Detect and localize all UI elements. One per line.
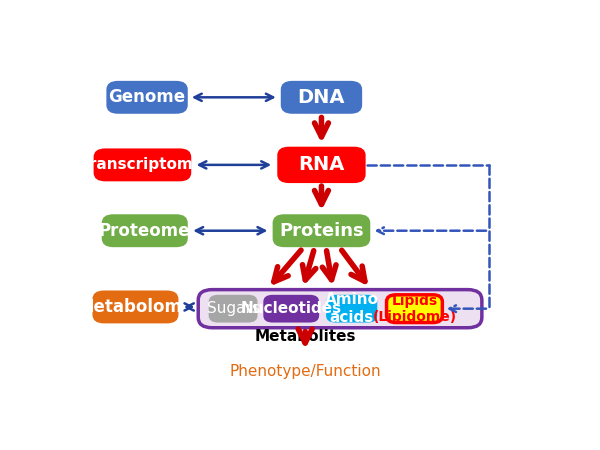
Text: Proteins: Proteins <box>279 222 364 240</box>
Text: Sugars: Sugars <box>206 301 260 316</box>
Text: Nucleotides: Nucleotides <box>241 301 342 316</box>
FancyBboxPatch shape <box>94 148 191 181</box>
Text: DNA: DNA <box>298 88 345 107</box>
Text: Lipids
(Lipidome): Lipids (Lipidome) <box>373 293 457 324</box>
FancyBboxPatch shape <box>198 290 482 328</box>
FancyBboxPatch shape <box>277 147 365 183</box>
Text: Genome: Genome <box>109 88 185 106</box>
FancyBboxPatch shape <box>209 295 257 323</box>
FancyBboxPatch shape <box>106 81 188 114</box>
Text: Metabolome: Metabolome <box>77 298 194 316</box>
Text: RNA: RNA <box>298 155 344 175</box>
FancyBboxPatch shape <box>102 214 188 247</box>
FancyBboxPatch shape <box>263 295 319 323</box>
Text: Phenotype/Function: Phenotype/Function <box>229 364 381 378</box>
FancyBboxPatch shape <box>281 81 362 114</box>
Text: Amino
acids: Amino acids <box>325 292 379 325</box>
FancyBboxPatch shape <box>272 214 370 247</box>
Text: Proteome: Proteome <box>99 222 191 240</box>
Text: Transcriptome: Transcriptome <box>81 158 204 172</box>
FancyBboxPatch shape <box>326 295 377 323</box>
FancyBboxPatch shape <box>92 291 178 324</box>
FancyBboxPatch shape <box>386 295 442 323</box>
Text: Metabolites: Metabolites <box>254 329 356 344</box>
